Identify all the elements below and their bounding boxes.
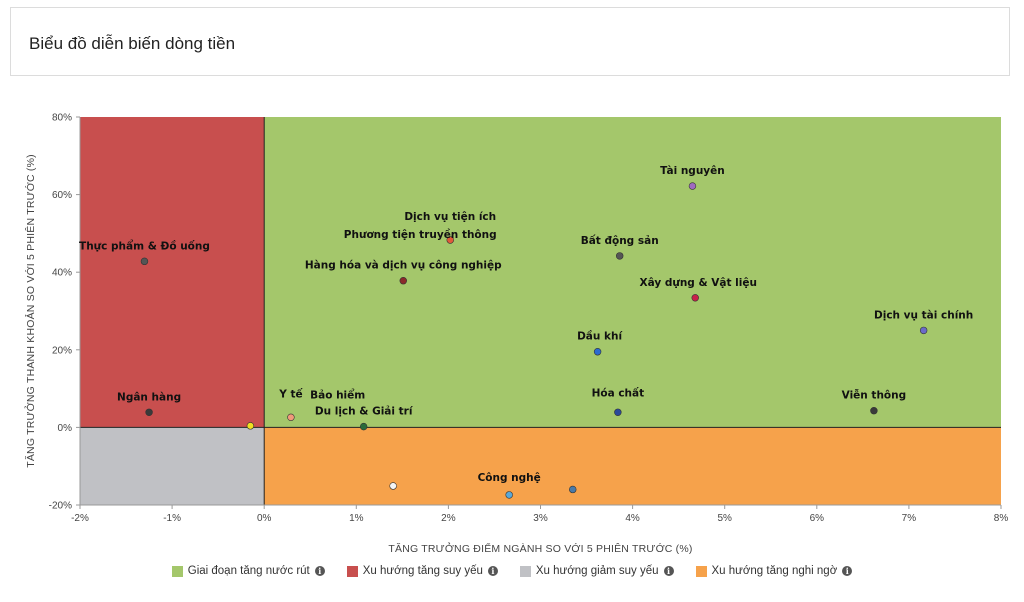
legend-item[interactable]: Xu hướng giảm suy yếu i xyxy=(519,565,674,577)
info-icon[interactable]: i xyxy=(663,566,674,576)
cashflow-scatter-chart: -2% -1% 0% 1% 2% 3% 4% 5% 6% 7% 8% -20% 0% 20% 40% 60% 8… xyxy=(24,113,1009,556)
x-tick-label: 6% xyxy=(810,513,825,524)
data-point xyxy=(616,252,624,260)
x-tick-label: 8% xyxy=(994,513,1009,524)
legend-label: Xu hướng tăng nghi ngờ xyxy=(711,565,838,577)
data-point xyxy=(145,408,153,416)
data-point-label: Hàng hóa và dịch vụ công nghiệp xyxy=(305,260,502,272)
x-tick-label: 0% xyxy=(257,513,272,524)
legend-item[interactable]: Xu hướng tăng suy yếu i xyxy=(346,565,498,577)
x-tick-label: 3% xyxy=(533,513,548,524)
legend-swatch xyxy=(346,565,358,577)
data-point-label: Bất động sản xyxy=(581,234,659,247)
data-point-label: Thực phẩm & Đồ uống xyxy=(79,239,210,252)
data-point xyxy=(359,422,368,431)
data-point-label: Công nghệ xyxy=(478,472,541,484)
data-point xyxy=(614,408,622,416)
data-point xyxy=(688,182,697,190)
data-point xyxy=(870,407,878,415)
data-point-label: Y tế xyxy=(278,387,303,400)
quadrant-weakening-uptrend xyxy=(80,117,265,428)
data-point-label: Tài nguyên xyxy=(660,165,725,177)
data-point-label: Dịch vụ tiện ích xyxy=(404,211,496,223)
legend-swatch xyxy=(695,565,707,577)
chart-legend: Giai đoạn tăng nước rút i Xu hướng tăng su… xyxy=(0,563,1024,579)
data-point xyxy=(140,257,149,266)
legend-swatch xyxy=(519,565,531,577)
y-tick-label: 60% xyxy=(52,190,72,201)
x-tick-label: 2% xyxy=(441,513,456,524)
data-point xyxy=(389,482,397,490)
data-point-label: Phương tiện truyền thông xyxy=(344,228,497,241)
legend-label: Giai đoạn tăng nước rút xyxy=(187,565,310,577)
x-tick-label: -2% xyxy=(71,513,89,524)
data-point xyxy=(691,294,699,302)
y-axis-title: TĂNG TRƯỞNG THANH KHOẢN SO VỚI 5 PHIÊN T… xyxy=(24,154,37,468)
legend-item[interactable]: Xu hướng tăng nghi ngờ i xyxy=(695,565,853,577)
y-tick-label: 20% xyxy=(52,345,72,356)
legend-label: Xu hướng giảm suy yếu xyxy=(535,565,659,577)
x-axis-title: TĂNG TRƯỞNG ĐIỂM NGÀNH SO VỚI 5 PHIÊN TR… xyxy=(388,542,692,555)
data-point xyxy=(446,236,454,244)
x-tick-label: 1% xyxy=(349,513,364,524)
info-icon[interactable]: i xyxy=(314,566,325,576)
legend-label: Xu hướng tăng suy yếu xyxy=(362,565,483,577)
data-point xyxy=(399,277,407,285)
data-point-label: Dầu khí xyxy=(577,331,623,343)
data-point xyxy=(593,348,602,356)
y-tick-label: 40% xyxy=(52,268,72,279)
data-point-label: Hóa chất xyxy=(592,386,645,399)
page-title: Biểu đồ diễn biến dòng tiền xyxy=(29,34,236,53)
x-tick-label: -1% xyxy=(163,513,181,524)
quadrant-doubtful-uptrend xyxy=(264,427,1001,505)
x-tick-label: 7% xyxy=(902,513,917,524)
data-point-label: Viễn thông xyxy=(842,389,907,402)
header-card: Biểu đồ diễn biến dòng tiền xyxy=(10,7,1010,76)
y-tick-label: 0% xyxy=(58,423,73,434)
data-point-label: Bảo hiểm xyxy=(310,389,365,402)
x-tick-label: 5% xyxy=(717,513,732,524)
data-point-label: Du lịch & Giải trí xyxy=(315,406,414,418)
data-point-label: Xây dựng & Vật liệu xyxy=(639,277,757,289)
quadrant-sprint-phase xyxy=(264,117,1001,428)
data-point xyxy=(246,422,255,430)
data-point-label: Ngân hàng xyxy=(117,391,181,403)
legend-item[interactable]: Giai đoạn tăng nước rút i xyxy=(171,565,325,577)
data-point xyxy=(505,491,513,499)
data-point xyxy=(919,326,928,335)
quadrant-weakening-downtrend xyxy=(80,427,265,505)
info-icon[interactable]: i xyxy=(487,566,498,576)
data-point xyxy=(287,413,295,422)
x-tick-label: 4% xyxy=(625,513,640,524)
legend-swatch xyxy=(171,565,183,577)
y-tick-label: -20% xyxy=(49,501,72,512)
info-icon[interactable]: i xyxy=(842,566,853,576)
data-point-label: Dịch vụ tài chính xyxy=(874,309,973,321)
y-tick-label: 80% xyxy=(52,113,72,124)
data-point xyxy=(569,485,577,494)
